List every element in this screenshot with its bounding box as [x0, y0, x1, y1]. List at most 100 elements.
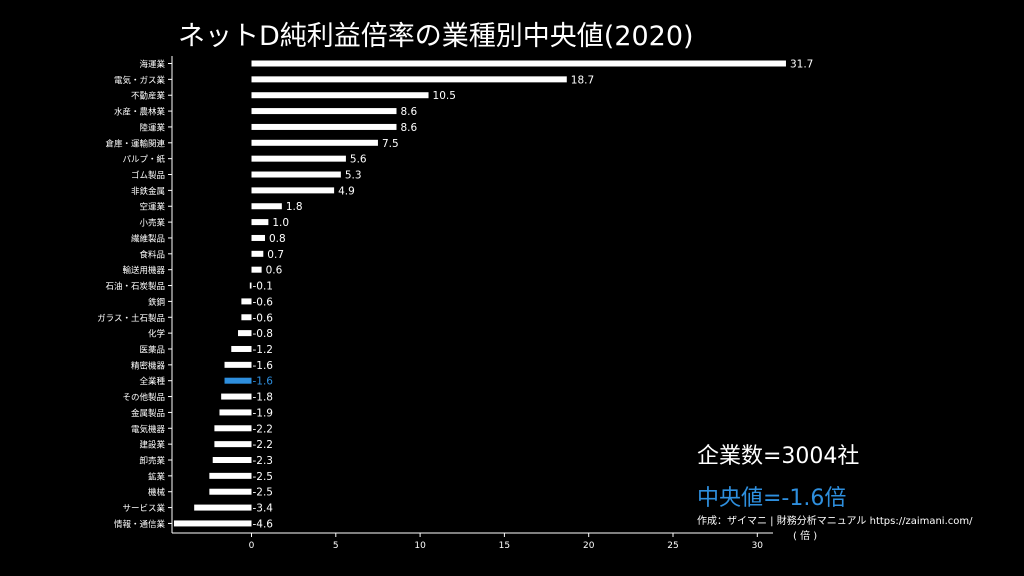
value-label: -0.1 [253, 281, 274, 293]
value-label: 1.8 [286, 201, 303, 213]
x-tick-label: 20 [583, 541, 595, 551]
category-label: パルプ・紙 [122, 154, 165, 165]
category-label: その他製品 [122, 392, 165, 403]
value-label: 1.0 [272, 217, 289, 229]
category-label: 不動産業 [131, 91, 166, 102]
value-label: -2.2 [253, 439, 274, 451]
value-label: 4.9 [338, 185, 355, 197]
value-label: -2.3 [253, 455, 274, 467]
bar [251, 108, 397, 115]
bar [209, 488, 252, 495]
value-label: -2.5 [253, 487, 274, 499]
value-label: 0.6 [266, 265, 283, 277]
bar [251, 60, 786, 67]
chart-title: ネットD純利益倍率の業種別中央値(2020) [178, 21, 694, 52]
median-value: 中央値=-1.6倍 [697, 486, 847, 511]
category-label: 金属製品 [131, 408, 165, 419]
x-tick-label: 10 [414, 541, 426, 551]
bar [251, 266, 262, 273]
category-label: 鉱業 [148, 471, 166, 482]
bar [251, 139, 378, 146]
bar [251, 187, 335, 194]
value-label: -3.4 [253, 503, 274, 515]
value-label: 0.7 [267, 249, 284, 261]
value-label: -0.6 [253, 312, 274, 324]
bar [173, 520, 252, 527]
bar [251, 203, 282, 210]
bar [249, 282, 252, 289]
x-tick-label: 30 [752, 541, 764, 551]
bar [194, 504, 252, 511]
category-label: 卸売業 [139, 456, 165, 467]
bar [214, 441, 252, 448]
category-label: ガラス・土石製品 [97, 313, 165, 324]
bar [214, 425, 252, 432]
category-label: ゴム製品 [131, 170, 165, 181]
bar [224, 361, 252, 368]
category-label: 全業種 [139, 376, 165, 387]
value-label: 8.6 [400, 122, 417, 134]
value-label: -4.6 [253, 518, 274, 530]
category-label: サービス業 [122, 503, 165, 514]
value-label: -1.8 [253, 392, 274, 404]
category-label: 水産・農林業 [114, 107, 166, 118]
bar [238, 330, 252, 337]
value-label: -1.6 [253, 376, 274, 388]
category-label: 海運業 [139, 59, 165, 70]
bar [251, 155, 346, 162]
category-label: 機械 [148, 487, 166, 498]
x-tick-label: 0 [249, 541, 255, 551]
category-label: 電気機器 [131, 424, 166, 435]
category-label: 繊維製品 [131, 233, 165, 244]
bar [219, 409, 252, 416]
category-label: 石油・石炭製品 [105, 281, 165, 292]
bar [212, 457, 252, 463]
bar [251, 250, 264, 257]
bar [231, 345, 252, 352]
company-count: 企業数=3004社 [697, 444, 860, 469]
x-axis-unit: ( 倍 ) [793, 531, 818, 542]
value-label: 7.5 [382, 138, 399, 150]
value-label: -0.8 [253, 328, 274, 340]
bar [251, 234, 265, 241]
bar [241, 298, 252, 305]
category-label: 非鉄金属 [131, 186, 165, 197]
value-label: -1.6 [253, 360, 274, 372]
value-label: -2.5 [253, 471, 274, 483]
category-label: 情報・通信業 [114, 519, 166, 530]
value-label: 31.7 [790, 59, 813, 71]
bar [241, 314, 252, 321]
bar [251, 171, 341, 178]
category-label: 電気・ガス業 [114, 75, 166, 86]
category-label: 建設業 [139, 440, 165, 451]
category-label: 鉄鋼 [148, 297, 165, 308]
value-label: -1.9 [253, 407, 274, 419]
category-label: 化学 [148, 329, 166, 340]
value-label: 0.8 [269, 233, 286, 245]
category-label: 医薬品 [139, 344, 165, 355]
value-label: 5.6 [350, 154, 367, 166]
x-tick-label: 15 [499, 541, 510, 551]
category-label: 精密機器 [131, 360, 166, 371]
value-label: 18.7 [571, 74, 594, 86]
category-label: 食料品 [139, 249, 165, 260]
x-tick-label: 5 [333, 541, 339, 551]
value-label: -1.2 [253, 344, 274, 356]
category-label: 陸運業 [139, 122, 165, 133]
category-label: 倉庫・運輸関連 [105, 138, 165, 149]
stats-panel: 企業数=3004社 中央値=-1.6倍 [697, 438, 859, 512]
bar [221, 393, 252, 400]
category-label: 空運業 [139, 202, 165, 213]
value-label: -2.2 [253, 423, 274, 435]
bar [209, 472, 252, 479]
category-label: 輸送用機器 [122, 265, 165, 276]
value-label: 10.5 [433, 90, 456, 102]
bar [251, 123, 397, 130]
value-label: 5.3 [345, 170, 362, 182]
x-tick-label: 25 [667, 541, 678, 551]
bar [251, 76, 567, 83]
value-label: -0.6 [253, 296, 274, 308]
bar [251, 219, 269, 226]
credit-text: 作成：ザイマニ | 財務分析マニュアル https://zaimani.com/ [697, 516, 973, 527]
